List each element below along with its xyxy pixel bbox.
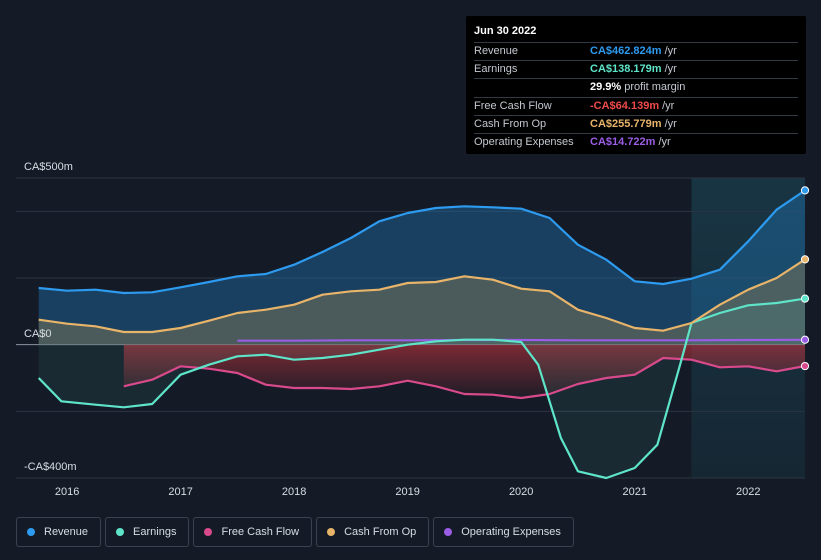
tooltip-unit: /yr bbox=[664, 63, 677, 76]
x-tick-label: 2016 bbox=[55, 486, 79, 498]
line-earnings bbox=[37, 297, 806, 480]
chart-area: CA$500m CA$0 -CA$400m 2016 2017 2018 2019 20… bbox=[16, 161, 810, 498]
series-areas bbox=[38, 190, 806, 478]
line-cfo bbox=[38, 258, 806, 334]
tooltip-row: Free Cash Flow -CA$64.139m/yr bbox=[474, 96, 798, 115]
legend-label: Free Cash Flow bbox=[221, 526, 300, 538]
x-tick-label: 2021 bbox=[622, 486, 646, 498]
y-axis-top-label: CA$500m bbox=[24, 161, 73, 173]
gridlines bbox=[16, 177, 805, 479]
tooltip-value: CA$255.779m bbox=[590, 117, 662, 130]
legend-item-earnings[interactable]: Earnings bbox=[105, 517, 190, 547]
tooltip-unit: /yr bbox=[664, 117, 677, 130]
end-dot-revenue bbox=[800, 186, 810, 195]
line-fcf bbox=[123, 356, 806, 400]
legend-dot-icon bbox=[327, 528, 336, 536]
legend-dot-icon bbox=[27, 528, 35, 536]
series-end-dots bbox=[800, 186, 810, 371]
tooltip-label: Cash From Op bbox=[474, 117, 547, 130]
tooltip-unit: /yr bbox=[658, 135, 671, 148]
tooltip-label: Earnings bbox=[474, 63, 518, 76]
end-dot-cfo bbox=[800, 255, 810, 264]
tooltip-label: Revenue bbox=[474, 45, 519, 57]
tooltip-unit: profit margin bbox=[624, 81, 686, 94]
tooltip-date: Jun 30 2022 bbox=[474, 25, 537, 37]
area-fcf bbox=[123, 344, 806, 398]
tooltip-label: Free Cash Flow bbox=[474, 99, 552, 112]
legend-dot-icon bbox=[116, 528, 125, 536]
series-lines bbox=[37, 189, 806, 480]
tooltip-row: Revenue CA$462.824m/yr bbox=[474, 42, 798, 60]
x-tick-label: 2019 bbox=[395, 486, 419, 498]
tooltip-value: CA$14.722m bbox=[590, 135, 656, 148]
line-revenue bbox=[38, 189, 806, 295]
tooltip-row: 29.9% profit margin bbox=[474, 78, 798, 96]
legend-label: Earnings bbox=[133, 526, 177, 538]
legend-item-operating-expenses[interactable]: Operating Expenses bbox=[433, 517, 574, 547]
tooltip-rows: Revenue CA$462.824m/yr Earnings CA$138.179… bbox=[474, 42, 798, 151]
tooltip-value: -CA$64.139m bbox=[590, 99, 660, 112]
legend-item-cash-from-op[interactable]: Cash From Op bbox=[316, 517, 430, 547]
data-tooltip: Jun 30 2022 Revenue CA$462.824m/yr Earnin… bbox=[466, 16, 806, 154]
tooltip-value: CA$462.824m bbox=[590, 45, 662, 57]
area-cfo bbox=[38, 259, 805, 345]
legend-dot-icon bbox=[444, 528, 453, 536]
x-tick-label: 2020 bbox=[509, 486, 533, 498]
line-opex bbox=[237, 338, 806, 342]
x-tick-label: 2018 bbox=[282, 486, 306, 498]
tooltip-value: CA$138.179m bbox=[590, 63, 662, 76]
end-dot-opex bbox=[800, 335, 810, 344]
y-axis-zero-label: CA$0 bbox=[24, 328, 52, 340]
x-axis-ticks: 2016 2017 2018 2019 2020 2021 2022 bbox=[55, 486, 761, 498]
tooltip-row: Cash From Op CA$255.779m/yr bbox=[474, 114, 798, 133]
legend-label: Cash From Op bbox=[344, 526, 417, 538]
forecast-region bbox=[691, 178, 805, 478]
tooltip-row: Operating Expenses CA$14.722m/yr bbox=[474, 132, 798, 151]
tooltip-unit: /yr bbox=[664, 45, 677, 57]
x-tick-label: 2022 bbox=[736, 486, 760, 498]
y-axis-bottom-label: -CA$400m bbox=[24, 461, 77, 473]
end-dot-fcf bbox=[800, 361, 810, 371]
tooltip-unit: /yr bbox=[662, 99, 675, 112]
axes: CA$500m CA$0 -CA$400m bbox=[24, 161, 77, 473]
legend-label: Operating Expenses bbox=[461, 526, 561, 538]
area-earnings bbox=[38, 298, 805, 478]
legend-dot-icon bbox=[204, 528, 213, 536]
chart-legend: Revenue Earnings Free Cash Flow Cash Fro… bbox=[16, 517, 578, 547]
x-tick-label: 2017 bbox=[168, 486, 192, 498]
legend-label: Revenue bbox=[44, 526, 89, 538]
area-revenue bbox=[38, 190, 805, 345]
legend-item-revenue[interactable]: Revenue bbox=[16, 517, 102, 547]
tooltip-value: 29.9% bbox=[590, 81, 622, 94]
tooltip-label bbox=[474, 79, 590, 96]
legend-item-free-cash-flow[interactable]: Free Cash Flow bbox=[193, 517, 313, 547]
tooltip-label: Operating Expenses bbox=[474, 135, 574, 148]
tooltip-row: Earnings CA$138.179m/yr bbox=[474, 60, 798, 78]
end-dot-earnings bbox=[800, 294, 810, 303]
